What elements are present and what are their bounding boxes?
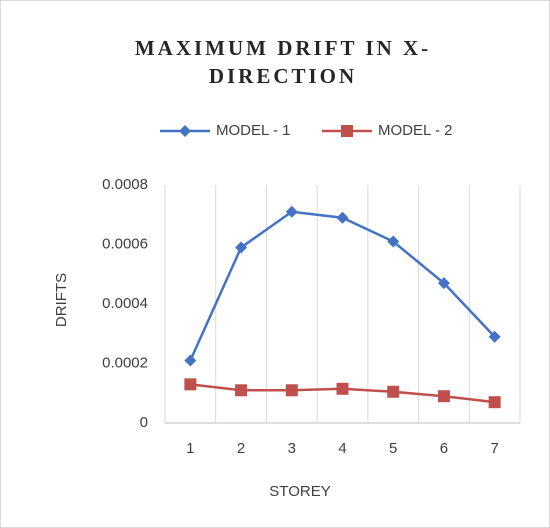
chart-title: MAXIMUM DRIFT IN X- xyxy=(135,36,431,60)
marker xyxy=(184,378,197,391)
marker xyxy=(387,235,400,248)
marker xyxy=(336,382,349,395)
x-tick-label: 4 xyxy=(338,440,346,457)
x-tick-label: 3 xyxy=(288,440,296,457)
marker xyxy=(437,277,450,290)
legend-marker xyxy=(341,125,353,137)
x-tick-label: 1 xyxy=(186,440,194,457)
y-axis-label: DRIFTS xyxy=(53,273,70,327)
x-axis-label: STOREY xyxy=(269,483,330,500)
marker xyxy=(387,385,400,398)
x-tick-label: 7 xyxy=(490,440,498,457)
marker xyxy=(336,211,349,224)
marker xyxy=(184,354,197,367)
chart-title: DIRECTION xyxy=(209,64,357,88)
marker xyxy=(235,241,248,254)
legend-label: MODEL - 1 xyxy=(216,122,290,139)
y-tick-label: 0.0002 xyxy=(102,354,148,371)
legend-marker xyxy=(179,125,191,137)
marker xyxy=(437,390,450,403)
y-tick-label: 0.0008 xyxy=(102,176,148,193)
marker xyxy=(285,205,298,218)
x-tick-label: 2 xyxy=(237,440,245,457)
marker xyxy=(235,384,248,397)
x-tick-label: 6 xyxy=(440,440,448,457)
y-tick-label: 0 xyxy=(140,414,148,431)
marker xyxy=(488,396,501,409)
x-tick-label: 5 xyxy=(389,440,397,457)
y-tick-label: 0.0006 xyxy=(102,235,148,252)
marker xyxy=(285,384,298,397)
legend-label: MODEL - 2 xyxy=(378,122,452,139)
marker xyxy=(488,330,501,343)
y-tick-label: 0.0004 xyxy=(102,295,148,312)
